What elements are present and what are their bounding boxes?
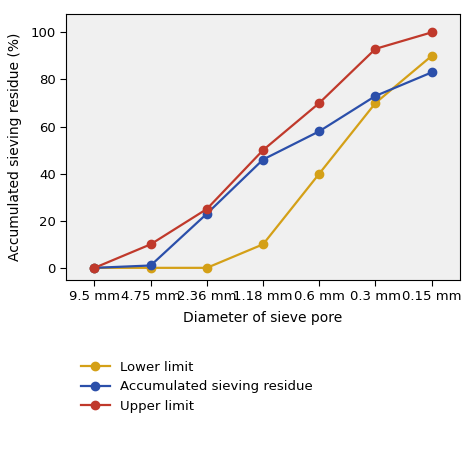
Line: Accumulated sieving residue: Accumulated sieving residue bbox=[90, 68, 436, 272]
Accumulated sieving residue bbox=[260, 157, 266, 162]
Accumulated sieving residue bbox=[317, 129, 322, 134]
Upper limit bbox=[148, 242, 154, 247]
Lower limit bbox=[373, 100, 378, 106]
Line: Upper limit: Upper limit bbox=[90, 28, 436, 272]
Upper limit bbox=[260, 147, 266, 153]
Lower limit bbox=[91, 265, 97, 271]
Upper limit bbox=[317, 100, 322, 106]
Accumulated sieving residue bbox=[429, 70, 435, 75]
Lower limit bbox=[317, 171, 322, 176]
Line: Lower limit: Lower limit bbox=[90, 52, 436, 272]
X-axis label: Diameter of sieve pore: Diameter of sieve pore bbox=[183, 311, 343, 325]
Y-axis label: Accumulated sieving residue (%): Accumulated sieving residue (%) bbox=[9, 32, 22, 261]
Lower limit bbox=[148, 265, 154, 271]
Upper limit bbox=[91, 265, 97, 271]
Accumulated sieving residue bbox=[204, 211, 210, 216]
Accumulated sieving residue bbox=[91, 265, 97, 271]
Upper limit bbox=[429, 30, 435, 35]
Accumulated sieving residue bbox=[373, 93, 378, 99]
Upper limit bbox=[204, 206, 210, 212]
Accumulated sieving residue bbox=[148, 263, 154, 268]
Lower limit bbox=[260, 242, 266, 247]
Lower limit bbox=[429, 53, 435, 59]
Legend: Lower limit, Accumulated sieving residue, Upper limit: Lower limit, Accumulated sieving residue… bbox=[81, 361, 313, 413]
Lower limit bbox=[204, 265, 210, 271]
Upper limit bbox=[373, 46, 378, 51]
